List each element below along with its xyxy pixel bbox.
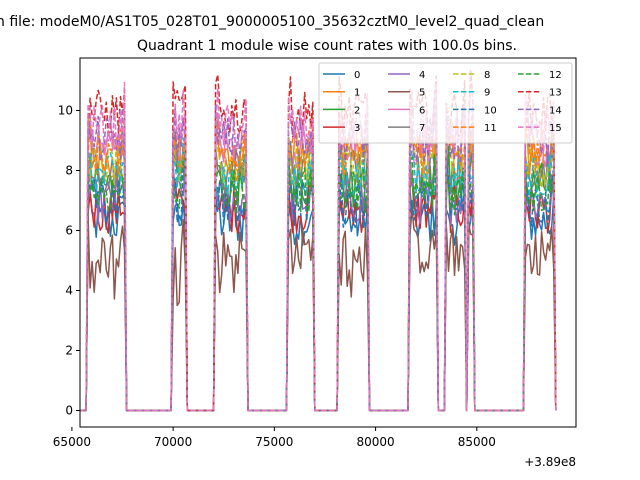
y-axis: 0 2 4 6 8 10 xyxy=(58,104,80,418)
series-line-10 xyxy=(80,160,557,412)
chart-suptitle: n file: modeM0/AS1T05_028T01_9000005100_… xyxy=(0,14,544,30)
x-axis-offset-label: +3.89e8 xyxy=(524,455,576,469)
series-line-15 xyxy=(80,81,557,412)
series-line-4 xyxy=(80,161,557,412)
series-line-1 xyxy=(80,121,557,412)
legend-label-0: 0 xyxy=(354,70,360,81)
legend-label-2: 2 xyxy=(354,105,360,116)
series-layer xyxy=(80,69,557,412)
legend-label-4: 4 xyxy=(419,70,425,81)
x-tick-label: 70000 xyxy=(154,435,192,449)
legend-label-13: 13 xyxy=(549,88,562,99)
series-line-3 xyxy=(80,170,557,412)
series-line-6 xyxy=(80,104,557,412)
series-line-9 xyxy=(80,137,557,412)
axes-frame xyxy=(79,57,577,428)
series-line-11 xyxy=(80,110,557,412)
x-tick-label: 85000 xyxy=(458,435,496,449)
legend-label-12: 12 xyxy=(549,70,562,81)
y-tick-label: 2 xyxy=(65,344,73,358)
y-tick-label: 6 xyxy=(65,224,73,238)
series-line-8 xyxy=(80,116,557,412)
legend-label-5: 5 xyxy=(419,88,425,99)
legend-label-9: 9 xyxy=(484,88,490,99)
legend-label-10: 10 xyxy=(484,105,497,116)
legend-label-3: 3 xyxy=(354,123,360,134)
y-tick-label: 10 xyxy=(58,104,73,118)
legend-label-6: 6 xyxy=(419,105,425,116)
series-line-0 xyxy=(80,182,557,412)
legend-label-14: 14 xyxy=(549,105,562,116)
x-axis: 65000 70000 75000 80000 85000 xyxy=(53,427,496,449)
legend-box xyxy=(318,62,573,144)
series-line-7 xyxy=(80,129,557,412)
x-tick-label: 65000 xyxy=(53,435,91,449)
legend-label-15: 15 xyxy=(549,123,562,134)
series-line-12 xyxy=(80,154,557,412)
y-tick-label: 8 xyxy=(65,164,73,178)
y-tick-label: 4 xyxy=(65,284,73,298)
legend-label-1: 1 xyxy=(354,88,360,99)
legend-label-11: 11 xyxy=(484,123,497,134)
x-tick-label: 80000 xyxy=(356,435,394,449)
series-line-2 xyxy=(80,139,557,412)
y-tick-label: 0 xyxy=(65,404,73,418)
legend-label-8: 8 xyxy=(484,70,490,81)
legend-label-7: 7 xyxy=(419,123,425,134)
series-line-5 xyxy=(80,208,557,412)
x-tick-label: 75000 xyxy=(255,435,293,449)
chart-title: Quadrant 1 module wise count rates with … xyxy=(137,38,517,54)
